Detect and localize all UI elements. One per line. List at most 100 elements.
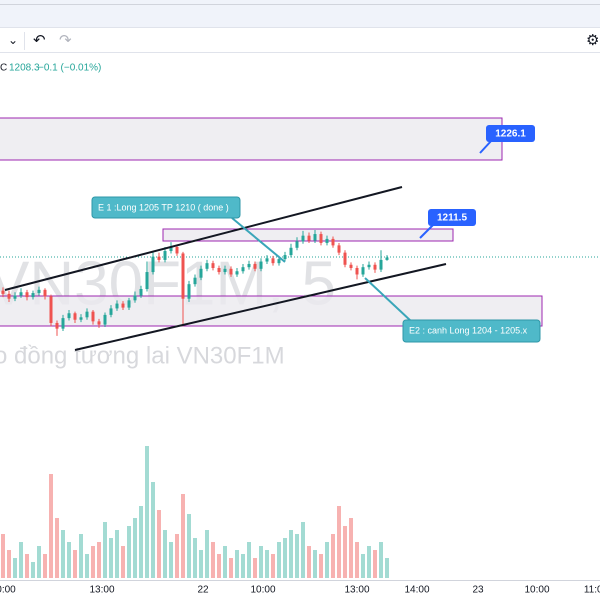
x-tick-label: 10:00 [524,585,549,596]
volume-bar [295,534,299,578]
x-tick-label: 13:00 [344,585,369,596]
volume-bar [193,538,197,578]
volume-bar [73,550,77,578]
volume-bar [157,510,161,578]
watermark-subtitle: o đồng tương lai VN30F1M [0,342,285,369]
volume-bar [199,550,203,578]
label-pointer [419,223,435,239]
candle-body [325,238,329,243]
callout-box[interactable] [91,196,241,219]
volume-bar [235,550,239,578]
volume-bar [307,546,311,578]
candle-body [277,259,281,264]
trend-line[interactable] [74,263,447,351]
volume-bar [133,518,137,578]
x-tick-label: 23 [472,585,484,596]
candle-body [85,311,89,318]
volume-bar [19,542,23,578]
candle-body [349,264,353,269]
price-label-box[interactable] [486,125,535,142]
volume-bar [175,534,179,578]
label-pointer [479,139,493,154]
dropdown-button[interactable]: ⌄ [8,33,18,47]
candle-body [7,293,11,299]
legend-change: −0.1 (−0.01%) [38,63,101,74]
candle-body [25,292,29,298]
callout-text: E 1 :Long 1205 TP 1210 ( done ) [98,202,229,212]
volume-bar [43,554,47,578]
candle-body [223,268,227,273]
volume-bar [85,554,89,578]
candle-body [145,272,149,290]
candle-body [139,289,143,296]
volume-bar [283,538,287,578]
volume-bar [349,518,353,578]
volume-bar [25,554,29,578]
volume-bar [145,446,149,578]
volume-bar [67,542,71,578]
candle-body [301,235,305,242]
candle-body [163,251,167,260]
settings-button[interactable]: ⚙ [586,32,599,49]
volume-bar [115,530,119,578]
x-tick-label: 14:00 [404,585,429,596]
volume-bar [187,514,191,578]
candle-body [211,263,215,269]
candle-body [283,255,287,260]
volume-bar [253,558,257,578]
trend-line[interactable] [4,186,403,291]
candle-body [79,317,83,320]
candle-body [337,245,341,253]
volume-bar [361,554,365,578]
x-tick-label: 10:00 [250,585,275,596]
candle-body [19,292,23,296]
candle-body [217,268,221,273]
callout-box[interactable] [402,319,541,343]
volume-bar [337,506,341,578]
candle-body [97,321,101,325]
undo-button[interactable]: ↶ [33,32,46,49]
candle-body [31,293,35,298]
candle-body [103,314,107,325]
candle-body [313,234,317,241]
volume-bar [247,542,251,578]
candle-body [361,267,365,275]
volume-bar [127,526,131,578]
candle-body [181,253,185,299]
candle-body [175,246,179,254]
volume-bar [151,482,155,578]
candle-body [127,300,131,308]
candle-body [343,252,347,265]
volume-bar [109,538,113,578]
volume-bar [223,546,227,578]
volume-bar [49,474,53,578]
candle-body [49,296,53,323]
volume-bar [271,554,275,578]
candle-body [331,238,335,246]
callout-text: E2 : canh Long 1204 - 1205.x [409,325,528,335]
price-label: 1211.5 [437,213,467,224]
volume-bar [259,546,263,578]
price-label-box[interactable] [428,209,476,226]
x-tick-label: 22 [197,585,209,596]
volume-bar [1,534,5,578]
redo-button[interactable]: ↷ [59,32,72,49]
candle-body [241,267,245,272]
volume-bar [61,530,65,578]
candle-body [169,246,173,252]
volume-bar [373,550,377,578]
volume-bar [367,546,371,578]
candle-body [247,263,251,268]
volume-bar [229,558,233,578]
candle-body [367,264,371,268]
zone[interactable] [0,117,503,161]
volume-bar [313,550,317,578]
volume-bar [241,554,245,578]
candle-body [1,290,5,294]
legend-close: 1208.3 [9,63,40,74]
candle-body [199,268,203,278]
zone[interactable] [162,228,454,242]
candle-body [205,263,209,269]
volume-bar [79,534,83,578]
